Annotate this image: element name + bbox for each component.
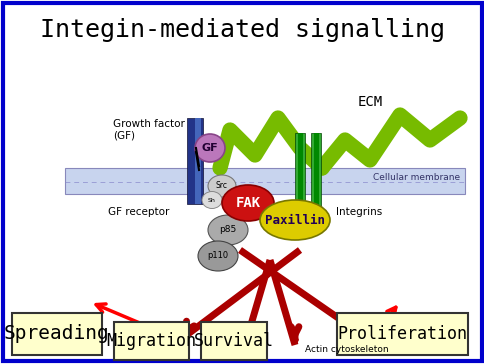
Text: p85: p85 [219, 226, 236, 234]
Ellipse shape [208, 215, 247, 245]
Bar [114, 322, 189, 360]
Bar [12, 313, 102, 355]
Ellipse shape [195, 134, 225, 162]
Text: Paxillin: Paxillin [264, 214, 324, 226]
Bar [297, 133, 302, 209]
Text: Actin cytoskeleton: Actin cytoskeleton [304, 345, 388, 354]
Bar [336, 313, 467, 355]
Text: Growth factor
(GF): Growth factor (GF) [113, 119, 184, 141]
Text: Src: Src [215, 182, 227, 190]
Bar [187, 118, 203, 204]
Text: Spreading: Spreading [4, 324, 110, 344]
Text: Migration: Migration [106, 332, 196, 350]
Bar [201, 322, 266, 360]
Bar [310, 133, 320, 209]
Ellipse shape [259, 200, 329, 240]
Text: Sh: Sh [208, 198, 215, 202]
Ellipse shape [222, 185, 273, 221]
Bar [195, 118, 200, 204]
Ellipse shape [197, 241, 238, 271]
Bar [294, 133, 304, 209]
Text: GF: GF [201, 143, 218, 153]
Text: Cellular membrane: Cellular membrane [372, 173, 459, 182]
Text: GF receptor: GF receptor [108, 207, 169, 217]
Text: Proliferation: Proliferation [337, 325, 467, 343]
Text: FAK: FAK [235, 196, 260, 210]
Text: ECM: ECM [357, 95, 382, 109]
Ellipse shape [208, 175, 236, 197]
Text: Survival: Survival [194, 332, 273, 350]
Text: p110: p110 [207, 252, 228, 261]
Ellipse shape [201, 191, 222, 209]
Text: Integin-mediated signalling: Integin-mediated signalling [40, 18, 444, 42]
Text: Integrins: Integrins [335, 207, 381, 217]
Bar [65, 168, 464, 194]
Bar [313, 133, 318, 209]
